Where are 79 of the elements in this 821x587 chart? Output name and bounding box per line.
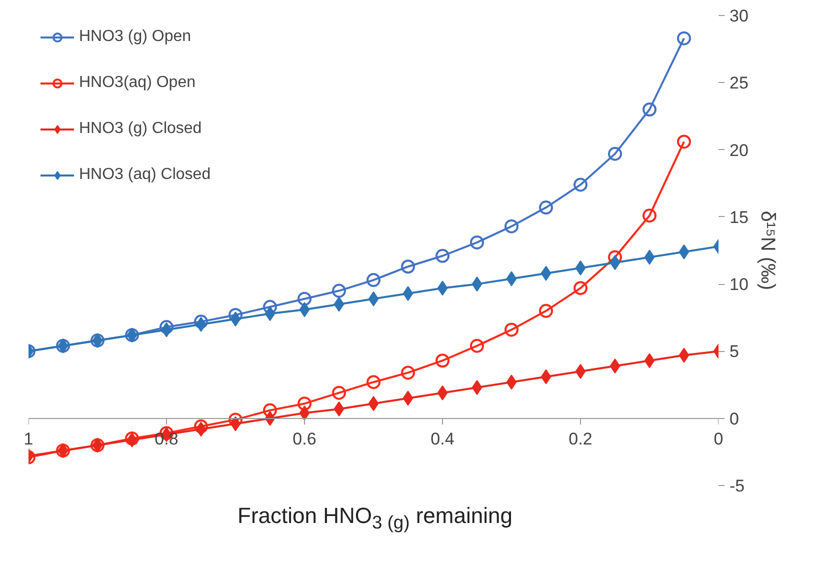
x-tick-label: 0.6 — [292, 430, 316, 448]
point — [401, 260, 415, 274]
x-tick-label: 0 — [714, 430, 724, 448]
point — [677, 31, 691, 46]
point — [437, 385, 448, 400]
point — [574, 178, 588, 192]
point — [298, 396, 312, 411]
point — [196, 422, 206, 437]
point — [574, 281, 588, 296]
y-tick-label: 25 — [730, 74, 748, 93]
point — [539, 304, 553, 318]
legend-label: HNO3 (aq) Closed — [79, 166, 211, 184]
point — [299, 405, 310, 420]
point — [402, 390, 414, 406]
point — [230, 416, 241, 432]
point — [610, 255, 620, 270]
point — [368, 396, 379, 412]
x-tick-label: 0.2 — [568, 430, 592, 448]
point — [540, 266, 552, 281]
point — [608, 146, 622, 161]
point — [332, 386, 346, 400]
point — [642, 208, 656, 223]
point — [470, 338, 484, 353]
y-tick-label: -5 — [730, 476, 745, 496]
point — [540, 369, 552, 384]
point — [332, 284, 346, 298]
x-axis-title: Fraction HNO$_{3 (g)}$ remaining — [238, 502, 512, 534]
point — [230, 311, 241, 326]
y-tick-label: 15 — [730, 208, 748, 227]
point — [228, 308, 242, 322]
point — [196, 316, 206, 332]
point — [642, 102, 656, 116]
point — [194, 419, 208, 434]
point — [504, 322, 518, 337]
point — [401, 366, 415, 380]
point — [228, 412, 242, 427]
point — [264, 306, 276, 322]
point — [678, 244, 690, 260]
point — [436, 248, 450, 263]
point — [194, 314, 208, 329]
point — [298, 292, 312, 306]
point — [263, 300, 277, 314]
point — [263, 403, 277, 418]
point — [539, 200, 553, 215]
point — [575, 260, 586, 276]
point — [506, 374, 517, 390]
y-tick-label: 5 — [730, 342, 739, 362]
point — [160, 320, 174, 334]
legend-label: HNO3(aq) Open — [79, 74, 196, 92]
y-tick-label: 20 — [730, 140, 748, 160]
point — [472, 380, 482, 395]
point — [368, 291, 379, 306]
point — [437, 280, 448, 296]
point — [504, 219, 518, 234]
point — [161, 322, 172, 338]
point — [402, 286, 414, 301]
y-tick-label: 30 — [730, 6, 748, 26]
point — [334, 296, 344, 312]
point — [644, 353, 655, 368]
y-axis-title: δ¹⁵N (‰) — [756, 210, 778, 290]
x-tick-label: 0.4 — [430, 430, 454, 448]
point — [366, 273, 380, 288]
y-tick-label: 10 — [730, 275, 748, 294]
legend-label: HNO3 (g) Open — [79, 28, 192, 46]
point — [366, 375, 380, 390]
x-tick-label: 1 — [24, 430, 34, 448]
legend-label: HNO3 (g) Closed — [79, 120, 202, 138]
point — [644, 250, 655, 265]
point — [299, 302, 310, 318]
point — [470, 235, 484, 250]
point — [677, 134, 691, 149]
point — [472, 276, 482, 292]
point — [436, 354, 450, 368]
point — [610, 358, 620, 374]
point — [575, 364, 586, 379]
point — [678, 348, 690, 363]
point — [334, 401, 344, 416]
point — [506, 271, 517, 286]
y-tick-label: 0 — [730, 409, 739, 428]
